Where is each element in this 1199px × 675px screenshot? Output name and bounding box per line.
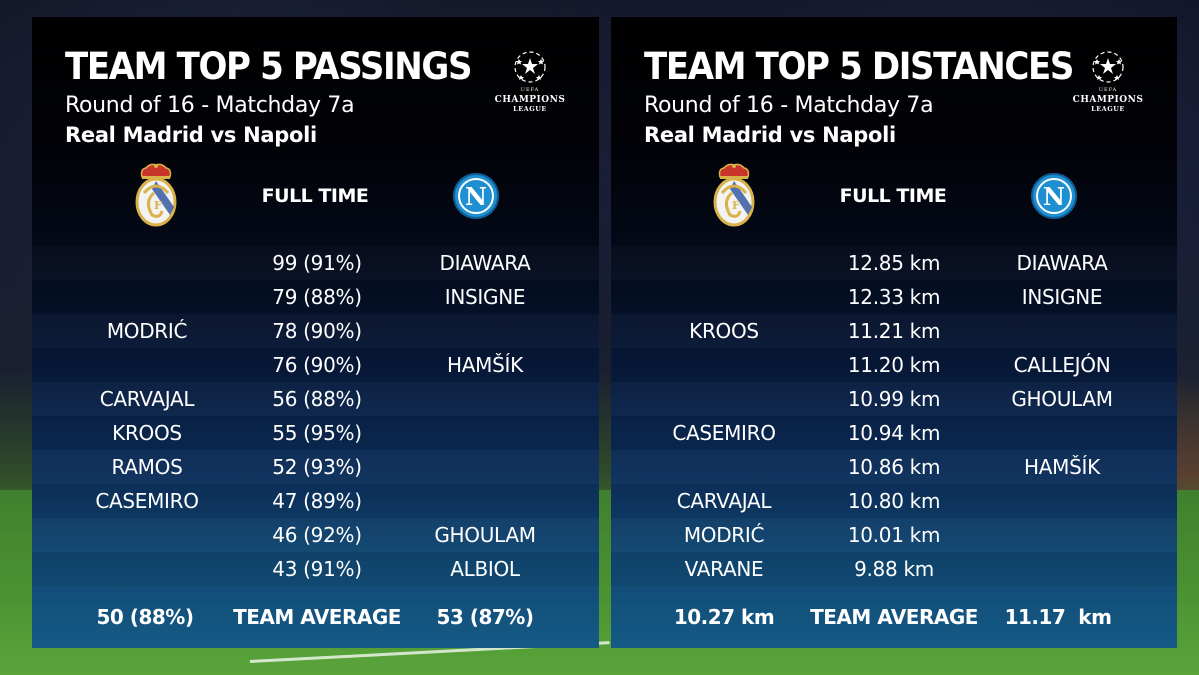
distance-value: 10.86 km — [847, 455, 941, 479]
home-player: KROOS — [689, 319, 759, 343]
table-row: 10.86 km HAMŠÍK — [611, 450, 1177, 484]
table-row: VARANE 9.88 km — [611, 552, 1177, 586]
passes-value: 47 (89%) — [272, 489, 362, 513]
round-subtitle: Round of 16 - Matchday 7a — [644, 93, 934, 118]
real-madrid-crest-icon: F — [134, 163, 178, 231]
home-player: MODRIĆ — [683, 523, 765, 547]
distance-value: 12.33 km — [847, 285, 941, 309]
home-player: CARVAJAL — [99, 387, 195, 411]
away-player: CALLEJÓN — [1013, 353, 1111, 377]
home-player: CARVAJAL — [676, 489, 772, 513]
distance-value: 10.94 km — [847, 421, 941, 445]
distances-panel: TEAM TOP 5 DISTANCES Round of 16 - Match… — [611, 17, 1177, 648]
passings-panel: TEAM TOP 5 PASSINGS Round of 16 - Matchd… — [32, 17, 599, 648]
table-row: 11.20 km CALLEJÓN — [611, 348, 1177, 382]
panel-title: TEAM TOP 5 PASSINGS — [65, 45, 472, 88]
passes-value: 55 (95%) — [272, 421, 362, 445]
table-row: KROOS 11.21 km — [611, 314, 1177, 348]
away-player: HAMŠÍK — [447, 353, 523, 377]
passes-value: 52 (93%) — [272, 455, 362, 479]
away-average: 53 (87%) — [436, 605, 534, 629]
table-row: MODRIĆ 10.01 km — [611, 518, 1177, 552]
real-madrid-crest-icon: F — [712, 163, 756, 231]
distance-value: 10.80 km — [847, 489, 941, 513]
home-player: VARANE — [684, 557, 764, 581]
napoli-crest-icon: N — [1030, 163, 1078, 225]
logo-text-league: LEAGUE — [1091, 105, 1125, 113]
table-row: 10.99 km GHOULAM — [611, 382, 1177, 416]
away-player: GHOULAM — [434, 523, 536, 547]
home-player: CASEMIRO — [672, 421, 776, 445]
champions-league-logo: UEFA CHAMPIONS LEAGUE — [1068, 49, 1148, 119]
team-average-label: TEAM AVERAGE — [810, 605, 978, 629]
table-row: 76 (90%) HAMŠÍK — [32, 348, 599, 382]
table-row: CARVAJAL 56 (88%) — [32, 382, 599, 416]
table-row: CARVAJAL 10.80 km — [611, 484, 1177, 518]
match-label: Real Madrid vs Napoli — [644, 123, 896, 147]
team-average-row: 10.27 km TEAM AVERAGE 11.17 km — [611, 603, 1177, 631]
home-player: KROOS — [112, 421, 182, 445]
team-average-label: TEAM AVERAGE — [233, 605, 401, 629]
away-player: INSIGNE — [444, 285, 526, 309]
napoli-crest-icon: N — [452, 163, 500, 225]
table-row: CASEMIRO 10.94 km — [611, 416, 1177, 450]
panel-title: TEAM TOP 5 DISTANCES — [644, 45, 1074, 88]
uefa-text: UEFA — [1098, 87, 1118, 93]
table-row: 43 (91%) ALBIOL — [32, 552, 599, 586]
passings-table: 99 (91%) DIAWARA 79 (88%) INSIGNE MODRIĆ 78… — [32, 246, 599, 586]
passes-value: 46 (92%) — [272, 523, 362, 547]
passes-value: 56 (88%) — [272, 387, 362, 411]
table-row: 99 (91%) DIAWARA — [32, 246, 599, 280]
full-time-header: FULL TIME — [261, 185, 369, 207]
away-player: INSIGNE — [1021, 285, 1103, 309]
passes-value: 78 (90%) — [272, 319, 362, 343]
distance-value: 9.88 km — [854, 557, 934, 581]
table-row: 79 (88%) INSIGNE — [32, 280, 599, 314]
starball-icon — [1092, 51, 1124, 83]
full-time-header: FULL TIME — [839, 185, 947, 207]
distance-value: 11.20 km — [847, 353, 941, 377]
distance-value: 11.21 km — [847, 319, 941, 343]
away-player: DIAWARA — [1016, 251, 1108, 275]
passes-value: 43 (91%) — [272, 557, 362, 581]
logo-text-champions: CHAMPIONS — [1072, 95, 1144, 105]
table-row: 46 (92%) GHOULAM — [32, 518, 599, 552]
round-subtitle: Round of 16 - Matchday 7a — [65, 93, 355, 118]
away-player: DIAWARA — [439, 251, 531, 275]
logo-text-league: LEAGUE — [513, 105, 547, 113]
home-player: MODRIĆ — [106, 319, 188, 343]
table-row: KROOS 55 (95%) — [32, 416, 599, 450]
distance-value: 12.85 km — [847, 251, 941, 275]
away-average: 11.17 km — [1004, 605, 1112, 629]
home-player: RAMOS — [111, 455, 183, 479]
svg-text:F: F — [154, 199, 162, 212]
table-row: RAMOS 52 (93%) — [32, 450, 599, 484]
logo-text-champions: CHAMPIONS — [494, 95, 566, 105]
starball-icon — [514, 51, 546, 83]
table-row: 12.85 km DIAWARA — [611, 246, 1177, 280]
svg-text:F: F — [732, 199, 740, 212]
table-row: CASEMIRO 47 (89%) — [32, 484, 599, 518]
table-row: 12.33 km INSIGNE — [611, 280, 1177, 314]
passes-value: 76 (90%) — [272, 353, 362, 377]
home-player: CASEMIRO — [95, 489, 199, 513]
passes-value: 99 (91%) — [272, 251, 362, 275]
distance-value: 10.01 km — [847, 523, 941, 547]
home-average: 50 (88%) — [96, 605, 194, 629]
distances-table: 12.85 km DIAWARA 12.33 km INSIGNE KROOS 11.… — [611, 246, 1177, 586]
away-player: GHOULAM — [1011, 387, 1113, 411]
distance-value: 10.99 km — [847, 387, 941, 411]
away-player: HAMŠÍK — [1024, 455, 1100, 479]
svg-text:N: N — [1043, 182, 1065, 211]
svg-text:N: N — [465, 182, 487, 211]
team-average-row: 50 (88%) TEAM AVERAGE 53 (87%) — [32, 603, 599, 631]
passes-value: 79 (88%) — [272, 285, 362, 309]
champions-league-logo: UEFA CHAMPIONS LEAGUE — [490, 49, 570, 119]
home-average: 10.27 km — [673, 605, 775, 629]
match-label: Real Madrid vs Napoli — [65, 123, 317, 147]
table-row: MODRIĆ 78 (90%) — [32, 314, 599, 348]
away-player: ALBIOL — [450, 557, 520, 581]
uefa-text: UEFA — [520, 87, 540, 93]
